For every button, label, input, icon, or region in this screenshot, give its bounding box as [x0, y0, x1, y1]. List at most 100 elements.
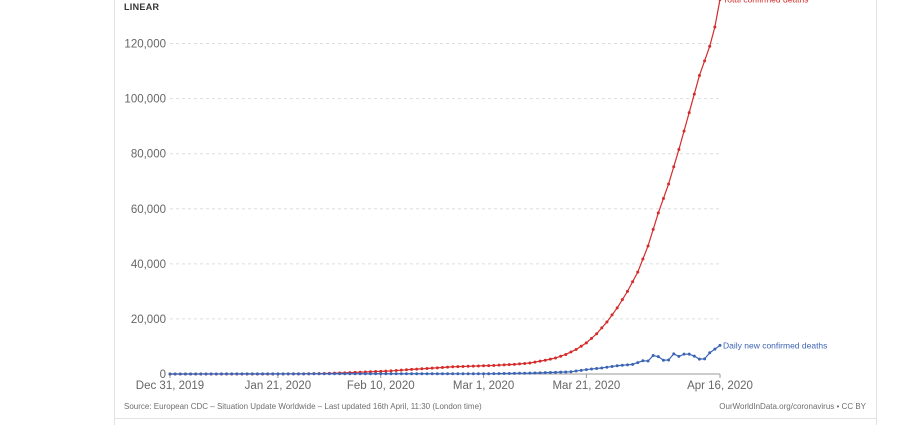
series-daily-deaths: Daily new confirmed deaths: [168, 340, 827, 376]
data-point: [312, 372, 316, 376]
data-point: [440, 365, 444, 369]
y-axis-ticks: 0 20,000 40,000 60,000 80,000 100,000 120,000: [124, 39, 166, 381]
data-point: [538, 371, 542, 375]
data-point: [574, 369, 578, 373]
data-point: [482, 372, 486, 376]
data-point: [656, 211, 660, 215]
data-point: [219, 372, 223, 376]
data-point: [204, 372, 208, 376]
scale-toggle-label[interactable]: LINEAR: [124, 2, 160, 12]
data-point: [379, 372, 383, 376]
series-label: Total confirmed deaths: [723, 0, 809, 4]
data-point: [687, 111, 691, 115]
data-point: [677, 148, 681, 152]
data-point: [389, 369, 393, 373]
data-point: [559, 370, 563, 374]
data-point: [368, 372, 372, 376]
data-point: [548, 371, 552, 375]
data-point: [189, 372, 193, 376]
data-point: [672, 352, 676, 356]
gridlines: [170, 43, 720, 320]
data-point: [363, 372, 367, 376]
data-point: [353, 372, 357, 376]
data-point: [646, 244, 650, 248]
series-line: [169, 344, 721, 375]
data-point: [564, 370, 568, 374]
data-point: [595, 366, 599, 370]
y-tick-label: 40,000: [131, 259, 166, 271]
data-point: [600, 326, 604, 330]
data-point: [446, 372, 450, 376]
data-point: [682, 352, 686, 356]
data-point: [343, 372, 347, 376]
data-point: [672, 165, 676, 169]
data-point: [420, 372, 424, 376]
data-point: [194, 372, 198, 376]
data-point: [703, 357, 707, 361]
data-point: [471, 364, 475, 368]
data-point: [384, 369, 388, 373]
data-point: [374, 370, 378, 374]
data-point: [476, 372, 480, 376]
y-tick-label: 60,000: [131, 204, 166, 216]
data-point: [435, 372, 439, 376]
data-point: [610, 364, 614, 368]
data-point: [199, 372, 203, 376]
data-point: [389, 372, 393, 376]
data-point: [214, 372, 218, 376]
data-point: [173, 372, 177, 376]
data-point: [569, 350, 573, 354]
data-point: [425, 366, 429, 370]
data-point: [240, 372, 244, 376]
data-point: [245, 372, 249, 376]
data-point: [471, 372, 475, 376]
data-point: [420, 367, 424, 371]
data-point: [523, 371, 527, 375]
data-point: [625, 289, 629, 293]
credit-link[interactable]: OurWorldInData.org/coronavirus • CC BY: [719, 402, 866, 411]
x-tick-label: Feb 10, 2020: [347, 380, 415, 392]
data-point: [713, 347, 717, 351]
data-point: [338, 372, 342, 376]
data-point: [584, 341, 588, 345]
data-point: [687, 352, 691, 356]
data-point: [667, 182, 671, 186]
data-point: [625, 363, 629, 367]
data-point: [209, 372, 213, 376]
data-point: [230, 372, 234, 376]
data-point: [518, 362, 522, 366]
data-point: [533, 360, 537, 364]
data-point: [682, 129, 686, 133]
x-tick-label: Apr 16, 2020: [687, 380, 753, 392]
data-point: [641, 359, 645, 363]
data-point: [595, 332, 599, 336]
x-axis: Dec 31, 2019 Jan 21, 2020 Feb 10, 2020 Mar …: [136, 373, 753, 392]
data-point: [286, 372, 290, 376]
y-tick-label: 20,000: [131, 314, 166, 326]
data-point: [384, 372, 388, 376]
data-point: [677, 354, 681, 358]
data-point: [692, 92, 696, 96]
data-point: [410, 372, 414, 376]
data-point: [327, 372, 331, 376]
data-point: [250, 372, 254, 376]
data-point: [497, 372, 501, 376]
data-point: [456, 365, 460, 369]
data-point: [394, 369, 398, 373]
data-point: [492, 363, 496, 367]
data-point: [590, 336, 593, 340]
data-point: [579, 368, 583, 372]
data-point: [415, 367, 419, 371]
data-point: [430, 366, 434, 370]
data-point: [466, 372, 470, 376]
data-point: [605, 365, 609, 369]
data-point: [415, 372, 419, 376]
data-point: [404, 368, 408, 372]
data-point: [651, 354, 655, 358]
data-point: [476, 364, 480, 368]
data-point: [718, 0, 722, 1]
data-point: [466, 364, 470, 368]
data-point: [183, 372, 187, 376]
data-point: [348, 372, 352, 376]
